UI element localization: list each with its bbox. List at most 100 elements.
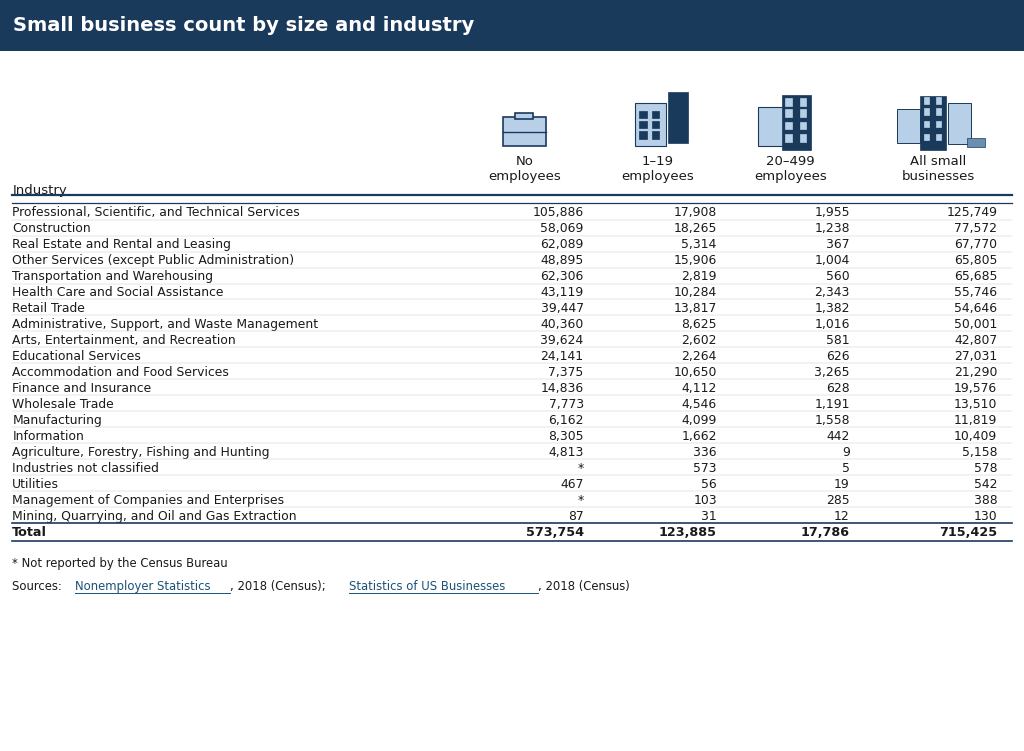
Text: 55,746: 55,746: [954, 286, 997, 299]
Text: 10,409: 10,409: [954, 430, 997, 443]
Text: *: *: [578, 493, 584, 507]
Text: , 2018 (Census);: , 2018 (Census);: [229, 580, 330, 593]
Text: 2,819: 2,819: [681, 270, 717, 283]
Text: 542: 542: [974, 478, 997, 490]
Text: 1,238: 1,238: [814, 222, 850, 235]
Text: Construction: Construction: [12, 222, 91, 235]
Text: 4,546: 4,546: [682, 398, 717, 411]
Text: 24,141: 24,141: [541, 350, 584, 363]
Text: 560: 560: [826, 270, 850, 283]
Text: 11,819: 11,819: [954, 414, 997, 427]
Text: 31: 31: [701, 510, 717, 523]
Text: 7,375: 7,375: [549, 366, 584, 379]
Text: 573: 573: [693, 462, 717, 475]
Text: 1,662: 1,662: [681, 430, 717, 443]
Text: 2,343: 2,343: [814, 286, 850, 299]
Text: Industry: Industry: [12, 184, 67, 197]
Text: 87: 87: [568, 510, 584, 523]
Text: 467: 467: [560, 478, 584, 490]
Text: 285: 285: [826, 493, 850, 507]
Text: 123,885: 123,885: [658, 526, 717, 539]
Text: 67,770: 67,770: [954, 238, 997, 251]
Text: 105,886: 105,886: [532, 206, 584, 219]
Text: 62,089: 62,089: [541, 238, 584, 251]
Text: 42,807: 42,807: [954, 333, 997, 347]
Text: 578: 578: [974, 462, 997, 475]
Text: 1,016: 1,016: [814, 318, 850, 330]
Text: 628: 628: [826, 382, 850, 395]
Text: 715,425: 715,425: [939, 526, 997, 539]
Text: 9: 9: [842, 445, 850, 459]
Text: Industries not classified: Industries not classified: [12, 462, 159, 475]
Text: 58,069: 58,069: [541, 222, 584, 235]
Text: 19: 19: [835, 478, 850, 490]
Text: Accommodation and Food Services: Accommodation and Food Services: [12, 366, 229, 379]
Text: Information: Information: [12, 430, 84, 443]
Text: *: *: [578, 462, 584, 475]
Text: Educational Services: Educational Services: [12, 350, 141, 363]
Text: 442: 442: [826, 430, 850, 443]
Text: 13,817: 13,817: [674, 302, 717, 315]
Text: 4,813: 4,813: [548, 445, 584, 459]
Text: 4,099: 4,099: [681, 414, 717, 427]
Text: 367: 367: [826, 238, 850, 251]
Text: 50,001: 50,001: [954, 318, 997, 330]
Text: 77,572: 77,572: [954, 222, 997, 235]
Text: Management of Companies and Enterprises: Management of Companies and Enterprises: [12, 493, 285, 507]
Text: 7,773: 7,773: [549, 398, 584, 411]
Text: 5,158: 5,158: [962, 445, 997, 459]
Text: 10,284: 10,284: [674, 286, 717, 299]
Text: 18,265: 18,265: [674, 222, 717, 235]
Text: * Not reported by the Census Bureau: * Not reported by the Census Bureau: [12, 557, 228, 571]
Text: 56: 56: [701, 478, 717, 490]
Text: 6,162: 6,162: [548, 414, 584, 427]
Text: 1,004: 1,004: [814, 254, 850, 267]
Text: Administrative, Support, and Waste Management: Administrative, Support, and Waste Manag…: [12, 318, 318, 330]
Text: 4,112: 4,112: [681, 382, 717, 395]
Text: 17,786: 17,786: [801, 526, 850, 539]
Text: 8,625: 8,625: [681, 318, 717, 330]
Text: 1,955: 1,955: [814, 206, 850, 219]
Text: , 2018 (Census): , 2018 (Census): [539, 580, 630, 593]
Text: 27,031: 27,031: [954, 350, 997, 363]
Text: 626: 626: [826, 350, 850, 363]
Text: Small business count by size and industry: Small business count by size and industr…: [13, 16, 474, 35]
Text: 12: 12: [835, 510, 850, 523]
Text: 336: 336: [693, 445, 717, 459]
Text: Retail Trade: Retail Trade: [12, 302, 85, 315]
Text: 5: 5: [842, 462, 850, 475]
Text: 21,290: 21,290: [954, 366, 997, 379]
Text: 13,510: 13,510: [954, 398, 997, 411]
Text: 48,895: 48,895: [541, 254, 584, 267]
Text: Wholesale Trade: Wholesale Trade: [12, 398, 114, 411]
Text: 1,382: 1,382: [814, 302, 850, 315]
Text: Transportation and Warehousing: Transportation and Warehousing: [12, 270, 213, 283]
Text: 1–19
employees: 1–19 employees: [621, 155, 694, 183]
Text: 39,447: 39,447: [541, 302, 584, 315]
Text: 17,908: 17,908: [674, 206, 717, 219]
Text: Arts, Entertainment, and Recreation: Arts, Entertainment, and Recreation: [12, 333, 237, 347]
Text: 54,646: 54,646: [954, 302, 997, 315]
Text: All small
businesses: All small businesses: [901, 155, 975, 183]
Text: 1,558: 1,558: [814, 414, 850, 427]
Text: Mining, Quarrying, and Oil and Gas Extraction: Mining, Quarrying, and Oil and Gas Extra…: [12, 510, 297, 523]
Text: 19,576: 19,576: [954, 382, 997, 395]
Text: 581: 581: [826, 333, 850, 347]
Text: Other Services (except Public Administration): Other Services (except Public Administra…: [12, 254, 295, 267]
Text: 3,265: 3,265: [814, 366, 850, 379]
Text: 103: 103: [693, 493, 717, 507]
Text: Total: Total: [12, 526, 47, 539]
Text: 20–499
employees: 20–499 employees: [754, 155, 827, 183]
Text: 2,602: 2,602: [681, 333, 717, 347]
Text: 10,650: 10,650: [674, 366, 717, 379]
Text: 15,906: 15,906: [674, 254, 717, 267]
Text: Manufacturing: Manufacturing: [12, 414, 102, 427]
Text: Nonemployer Statistics: Nonemployer Statistics: [76, 580, 211, 593]
Text: 573,754: 573,754: [525, 526, 584, 539]
Text: 388: 388: [974, 493, 997, 507]
Text: 125,749: 125,749: [946, 206, 997, 219]
Text: 2,264: 2,264: [681, 350, 717, 363]
Text: 65,805: 65,805: [954, 254, 997, 267]
Text: Professional, Scientific, and Technical Services: Professional, Scientific, and Technical …: [12, 206, 300, 219]
Text: 43,119: 43,119: [541, 286, 584, 299]
